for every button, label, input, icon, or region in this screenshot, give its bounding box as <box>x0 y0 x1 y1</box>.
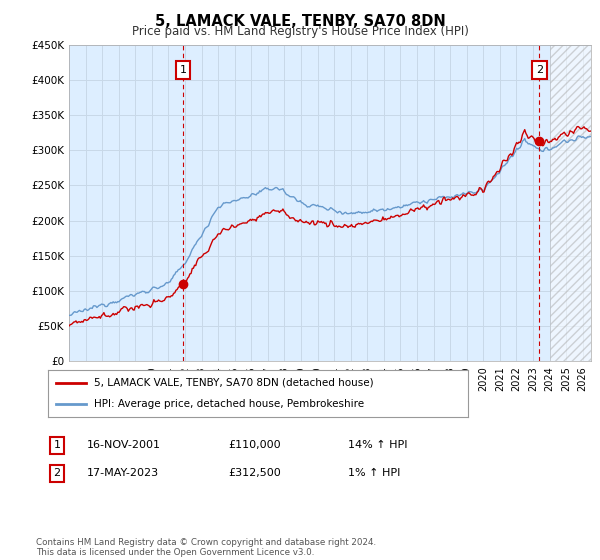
Text: 1: 1 <box>179 65 187 75</box>
Text: 1% ↑ HPI: 1% ↑ HPI <box>348 468 400 478</box>
Text: Contains HM Land Registry data © Crown copyright and database right 2024.
This d: Contains HM Land Registry data © Crown c… <box>36 538 376 557</box>
Text: 5, LAMACK VALE, TENBY, SA70 8DN: 5, LAMACK VALE, TENBY, SA70 8DN <box>155 14 445 29</box>
Text: £110,000: £110,000 <box>228 440 281 450</box>
Text: HPI: Average price, detached house, Pembrokeshire: HPI: Average price, detached house, Pemb… <box>94 399 364 409</box>
Text: £312,500: £312,500 <box>228 468 281 478</box>
Text: 2: 2 <box>53 468 61 478</box>
Text: 1: 1 <box>53 440 61 450</box>
Text: 16-NOV-2001: 16-NOV-2001 <box>87 440 161 450</box>
Text: 2: 2 <box>536 65 543 75</box>
Text: 5, LAMACK VALE, TENBY, SA70 8DN (detached house): 5, LAMACK VALE, TENBY, SA70 8DN (detache… <box>94 378 374 388</box>
Text: 17-MAY-2023: 17-MAY-2023 <box>87 468 159 478</box>
Text: Price paid vs. HM Land Registry's House Price Index (HPI): Price paid vs. HM Land Registry's House … <box>131 25 469 38</box>
Text: 14% ↑ HPI: 14% ↑ HPI <box>348 440 407 450</box>
